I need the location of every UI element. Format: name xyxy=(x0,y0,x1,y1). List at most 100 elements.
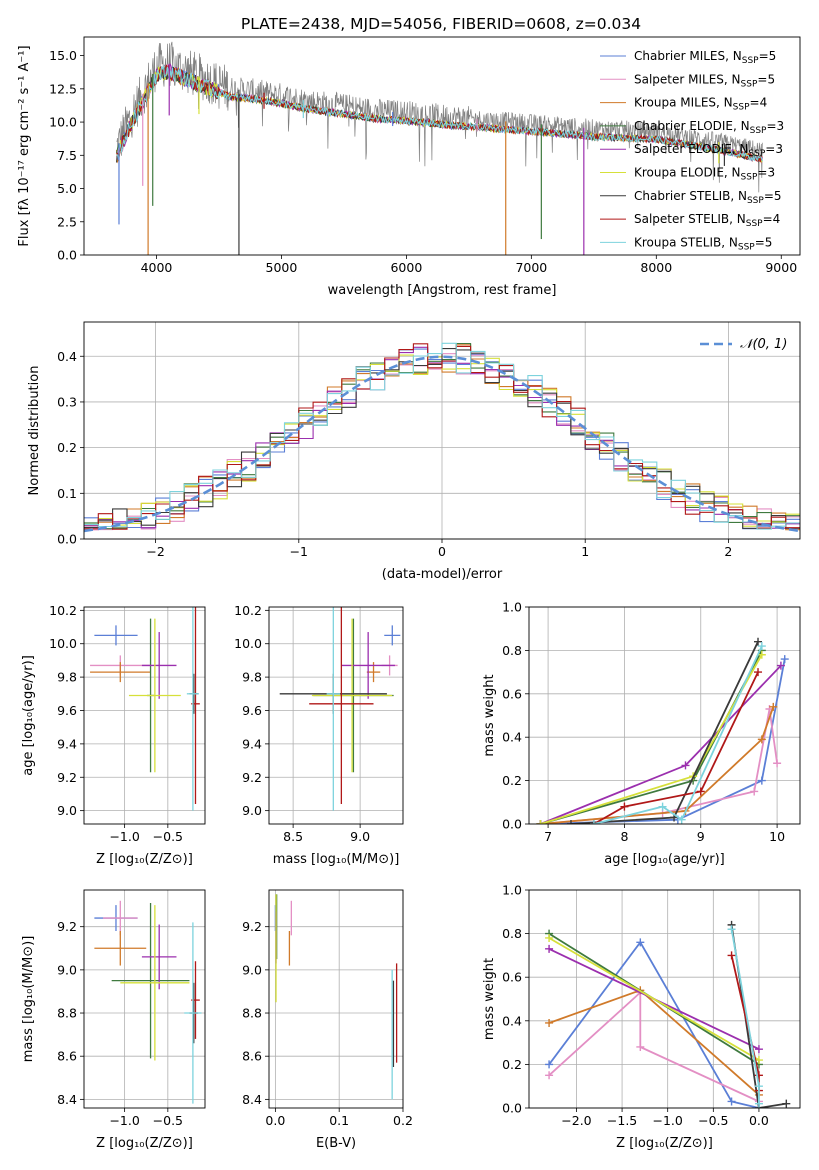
y-tick-label: 12.5 xyxy=(49,81,77,96)
x-tick-label: −1.0 xyxy=(653,1113,683,1128)
weight-point-marker xyxy=(780,655,789,664)
x-tick-label: 2 xyxy=(724,544,732,559)
age-vs-mass-plot-area xyxy=(279,607,401,811)
x-tick-label: −2 xyxy=(146,544,164,559)
y-tick-label: 0.1 xyxy=(57,486,77,501)
y-tick-label: 10.0 xyxy=(234,636,262,651)
weight-vs-age-x-axis-label: age [log₁₀(age/yr)] xyxy=(604,852,725,867)
y-tick-label: 0.3 xyxy=(57,394,77,409)
weight-point-marker xyxy=(754,1082,763,1091)
age-vs-z-frame xyxy=(83,606,206,825)
y-tick-label: 8.8 xyxy=(242,1006,262,1021)
weight-point-marker xyxy=(658,802,667,811)
weight-point-marker xyxy=(727,1097,736,1106)
weight-point-marker xyxy=(545,1018,554,1027)
y-tick-label: 2.5 xyxy=(57,214,77,229)
y-tick-label: 0.2 xyxy=(502,1057,522,1072)
y-tick-label: 9.2 xyxy=(242,770,262,785)
y-tick-label: 0.0 xyxy=(57,532,77,547)
x-tick-label: 10 xyxy=(769,829,785,844)
weight-series-line xyxy=(548,940,760,1108)
x-tick-label: −1 xyxy=(290,544,308,559)
weight-series-line xyxy=(593,671,759,824)
legend-label: Salpeter STELIB, NSSP=4 xyxy=(634,212,780,229)
weight-vs-age-panel: 7 8 9 10 0.0 0.2 0.4 0.6 0.8 1.0 age [log₁₀(age/yr… xyxy=(482,600,801,867)
x-tick-label: −1.5 xyxy=(607,1113,637,1128)
y-tick-label: 0.4 xyxy=(502,1013,522,1028)
y-tick-label: 8.4 xyxy=(242,1092,262,1107)
x-tick-label: 8000 xyxy=(640,260,672,275)
y-tick-label: 9.0 xyxy=(242,803,262,818)
weight-point-marker xyxy=(754,668,763,677)
y-tick-label: 9.0 xyxy=(57,962,77,977)
weight-series-line xyxy=(593,645,763,824)
legend-label: 𝒩(0, 1) xyxy=(740,337,787,352)
weight-series-line xyxy=(548,937,760,1061)
y-tick-label: 0.0 xyxy=(502,817,522,832)
weight-point-marker xyxy=(589,820,598,824)
weight-point-marker xyxy=(677,815,686,824)
mass-vs-z-y-axis-label: mass [log₁₀(M/M⊙)] xyxy=(21,936,36,1063)
x-tick-label: 0.2 xyxy=(393,1113,413,1128)
spectrum-y-axis-label: Flux [fλ 10⁻¹⁷ erg cm⁻² s⁻¹ A⁻¹] xyxy=(17,45,32,246)
y-tick-label: 0.4 xyxy=(57,349,77,364)
y-tick-label: 0.0 xyxy=(502,1101,522,1116)
y-tick-label: 9.6 xyxy=(242,703,262,718)
figure-title: PLATE=2438, MJD=54056, FIBERID=0608, z=0… xyxy=(241,15,641,33)
age-vs-z-x-axis-label: Z [log₁₀(Z/Z⊙)] xyxy=(96,852,193,867)
legend-label: Chabrier ELODIE, NSSP=3 xyxy=(634,119,784,136)
y-tick-label: 8.4 xyxy=(57,1092,77,1107)
weight-point-marker xyxy=(773,759,782,768)
weight-point-marker xyxy=(566,820,575,824)
weight-point-marker xyxy=(754,637,763,646)
spectrum-x-axis-label: wavelength [Angstrom, rest frame] xyxy=(328,283,557,298)
weight-point-marker xyxy=(757,776,766,785)
weight-vs-z-y-axis-label: mass weight xyxy=(482,958,497,1040)
y-tick-label: 9.4 xyxy=(242,736,262,751)
mass-vs-ebv-frame xyxy=(268,889,404,1109)
weight-point-marker xyxy=(545,944,554,953)
weight-vs-age-frame xyxy=(528,606,801,825)
y-tick-label: 7.5 xyxy=(57,148,77,163)
weight-point-marker xyxy=(636,938,645,947)
residuals-x-axis-label: (data-model)/error xyxy=(382,567,503,582)
x-tick-label: 6000 xyxy=(390,260,422,275)
x-tick-label: −2.0 xyxy=(561,1113,591,1128)
y-tick-label: 0.2 xyxy=(502,773,522,788)
x-tick-label: 0.0 xyxy=(749,1113,769,1128)
y-tick-label: 10.0 xyxy=(49,115,77,130)
model-spectrum-kroupa-stelib xyxy=(116,65,763,162)
y-tick-label: 9.0 xyxy=(242,962,262,977)
weight-point-marker xyxy=(754,1045,763,1054)
age-vs-mass-x-axis-label: mass [log₁₀(M/M⊙)] xyxy=(273,852,400,867)
x-tick-label: 0 xyxy=(438,544,446,559)
weight-point-marker xyxy=(769,702,778,711)
weight-point-marker xyxy=(545,1060,554,1069)
mass-vs-ebv-panel: 0.0 0.1 0.2 8.4 8.6 8.8 9.0 9.2 E(B-V) xyxy=(242,889,413,1151)
weight-point-marker xyxy=(727,925,736,934)
y-tick-label: 0.6 xyxy=(502,970,522,985)
weight-point-marker xyxy=(754,1099,763,1108)
x-tick-label: 9 xyxy=(697,829,705,844)
residuals-plot-area xyxy=(84,342,800,533)
y-tick-label: 1.0 xyxy=(502,883,522,898)
plots-layer: 4000 5000 6000 7000 8000 90000.02.55.07.510.0… xyxy=(17,36,801,1151)
residuals-y-axis-label: Normed distribution xyxy=(27,366,42,496)
y-tick-label: 1.0 xyxy=(502,600,522,615)
age-vs-z-plot-area xyxy=(90,607,200,811)
weight-point-marker xyxy=(757,642,766,651)
weight-point-marker xyxy=(757,735,766,744)
residual-histogram xyxy=(84,348,800,529)
x-tick-label: 5000 xyxy=(266,260,298,275)
weight-point-marker xyxy=(636,1042,645,1051)
y-tick-label: 8.6 xyxy=(242,1049,262,1064)
mass-vs-z-panel: −1.0 −0.5 8.4 8.6 8.8 9.0 9.2 Z [log₁₀(Z/Z⊙)] ma… xyxy=(21,889,206,1151)
spectrum-panel: 4000 5000 6000 7000 8000 9000 0.0 2.5 5.0 7.5 10.0… xyxy=(17,36,801,298)
x-tick-label: −0.5 xyxy=(153,829,183,844)
y-tick-label: 9.8 xyxy=(57,670,77,685)
mass-vs-z-frame xyxy=(83,889,206,1109)
residuals-frame xyxy=(83,321,801,540)
y-tick-label: 0.4 xyxy=(502,730,522,745)
y-tick-label: 9.2 xyxy=(57,919,77,934)
weight-point-marker xyxy=(750,787,759,796)
